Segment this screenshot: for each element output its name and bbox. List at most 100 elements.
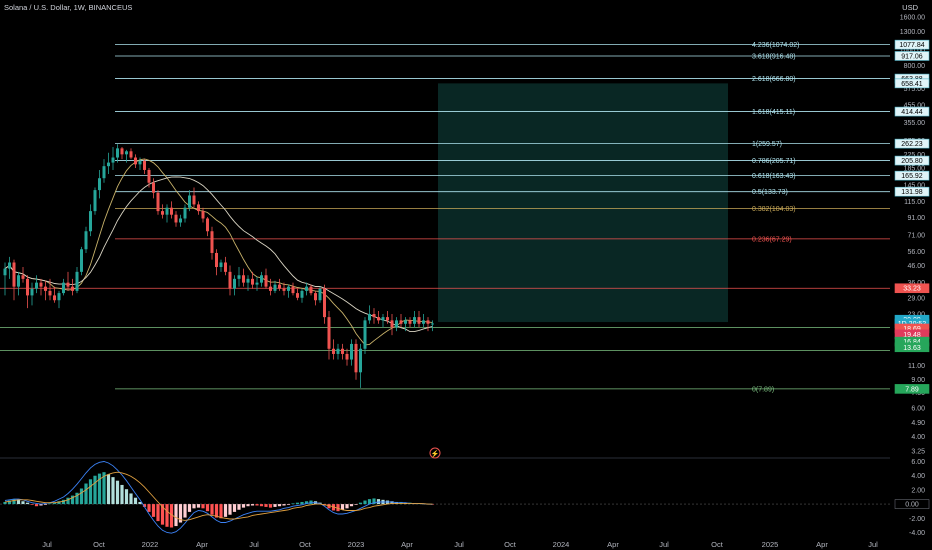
candle-36 (165, 204, 169, 223)
svg-text:7.89: 7.89 (905, 386, 919, 393)
price-tick-0: 1600.00 (900, 15, 925, 22)
candles-layer (3, 144, 434, 388)
macd-bar-24 (111, 477, 115, 505)
macd-tick-5: -4.00 (909, 530, 925, 537)
svg-text:414.44: 414.44 (901, 109, 923, 116)
svg-text:19.48: 19.48 (903, 332, 921, 339)
candle-39 (179, 214, 182, 227)
macd-bar-67 (304, 501, 309, 505)
candle-82 (372, 308, 376, 324)
macd-bar-8 (39, 504, 43, 506)
svg-text:131.98: 131.98 (901, 189, 923, 196)
candle-72 (327, 311, 331, 360)
candle-85 (386, 311, 389, 324)
candle-44 (201, 207, 205, 223)
svg-text:262.23: 262.23 (901, 141, 923, 148)
time-tick-6: 2023 (348, 540, 365, 549)
ma-slow-line (4, 176, 433, 333)
time-tick-9: Oct (504, 540, 517, 549)
price-badge-0: 1077.84 (894, 39, 930, 50)
time-axis: Jul Oct 2022 Apr Jul Oct 2023 Apr Jul Oct 2024 Apr J… (42, 540, 878, 549)
time-tick-11: Apr (607, 540, 619, 549)
candle-13 (62, 278, 65, 296)
macd-bar-25 (115, 480, 120, 505)
candle-26 (120, 146, 124, 160)
candle-81 (368, 305, 371, 324)
candle-52 (237, 267, 241, 287)
price-badge-15: 13.63 (894, 342, 930, 353)
candle-24 (111, 146, 115, 170)
svg-text:658.41: 658.41 (901, 81, 923, 88)
macd-bar-42 (192, 504, 196, 509)
price-tick-23: 6.00 (911, 406, 925, 413)
macd-bar-43 (196, 504, 201, 508)
svg-text:18.69: 18.69 (903, 326, 921, 333)
macd-bar-34 (156, 504, 160, 522)
candle-90 (408, 317, 412, 328)
fib-label-2: 2.618(666.80) (752, 76, 796, 83)
candle-30 (138, 157, 142, 170)
candle-42 (192, 187, 196, 208)
fib-label-0: 4.236(1074.02) (752, 42, 799, 49)
price-tick-1: 1300.00 (900, 29, 925, 36)
macd-bar-53 (241, 504, 246, 508)
macd-bar-36 (165, 504, 169, 527)
time-tick-8: Jul (454, 540, 464, 549)
candle-55 (251, 271, 254, 289)
fib-label-4: 1(259.57) (752, 141, 782, 148)
candle-45 (206, 216, 209, 237)
time-tick-7: Apr (401, 540, 413, 549)
candle-50 (228, 265, 232, 296)
price-badge-1: 917.06 (894, 51, 930, 61)
candle-49 (224, 256, 227, 276)
svg-text:33.23: 33.23 (903, 286, 921, 293)
macd-tick-0: 6.00 (911, 459, 925, 466)
price-tick-17: 29.00 (907, 295, 925, 302)
candle-0 (3, 262, 7, 296)
price-tick-21: 9.00 (911, 377, 925, 384)
macd-pane: 6.004.002.000.00-2.00-4.000.00 (0, 457, 930, 537)
macd-bar-1 (7, 500, 12, 505)
macd-tick-1: 4.00 (911, 473, 925, 480)
fib-label-10: 0(7.89) (752, 386, 774, 393)
candle-35 (161, 204, 164, 219)
price-tick-3: 800.00 (904, 63, 926, 70)
macd-bar-51 (232, 504, 237, 512)
macd-bar-20 (93, 475, 97, 505)
candle-87 (395, 317, 398, 332)
candle-61 (278, 278, 281, 291)
time-tick-3: Apr (196, 540, 208, 549)
price-tick-4: 575.00 (904, 86, 926, 93)
macd-bar-64 (291, 503, 295, 505)
price-tick-20: 11.00 (908, 363, 925, 370)
macd-bar-35 (160, 504, 165, 525)
candle-47 (215, 249, 218, 276)
price-badge-5: 262.23 (894, 138, 930, 149)
candle-8 (39, 278, 43, 296)
candle-60 (273, 280, 277, 294)
macd-bar-16 (75, 492, 79, 505)
flash-icon[interactable]: ⚡ (429, 447, 441, 459)
candle-15 (71, 278, 74, 296)
candle-91 (413, 311, 416, 328)
price-badge-16: 7.89 (894, 384, 930, 394)
price-tick-2: 1000.00 (900, 47, 925, 54)
macd-tick-4: -2.00 (909, 516, 925, 523)
candle-53 (242, 268, 245, 287)
price-tick-10: 145.00 (904, 183, 926, 190)
macd-bar-10 (48, 503, 52, 505)
candle-22 (102, 159, 106, 183)
price-tick-25: 4.00 (911, 434, 925, 441)
candle-95 (431, 320, 434, 332)
candle-57 (260, 271, 263, 287)
price-tick-24: 4.90 (911, 420, 925, 427)
macd-bar-28 (129, 493, 133, 505)
candle-31 (143, 159, 146, 174)
candle-54 (246, 275, 250, 291)
macd-bar-61 (277, 504, 282, 507)
macd-bar-12 (57, 501, 61, 505)
candle-12 (57, 290, 61, 309)
candle-17 (80, 246, 83, 276)
macd-bar-31 (142, 504, 147, 507)
